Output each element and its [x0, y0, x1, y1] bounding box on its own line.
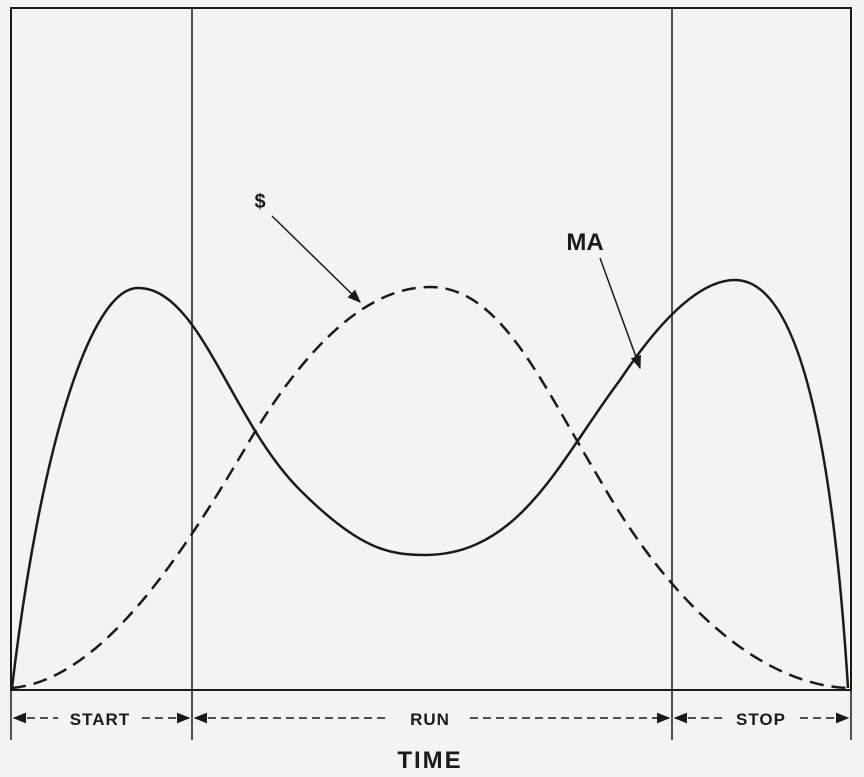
dollar-curve: [11, 285, 849, 690]
ma-label: MA: [566, 229, 603, 256]
dollar-label: $: [254, 191, 265, 213]
frame: [10, 7, 852, 691]
pointer-arrow: [271, 215, 361, 303]
pointer-arrow: [599, 257, 641, 370]
phase-label: STOP: [736, 710, 786, 729]
axis-label: TIME: [397, 747, 462, 774]
phase-label: START: [70, 710, 130, 729]
phase-label: RUN: [410, 710, 450, 729]
ma-curve: [10, 278, 850, 689]
